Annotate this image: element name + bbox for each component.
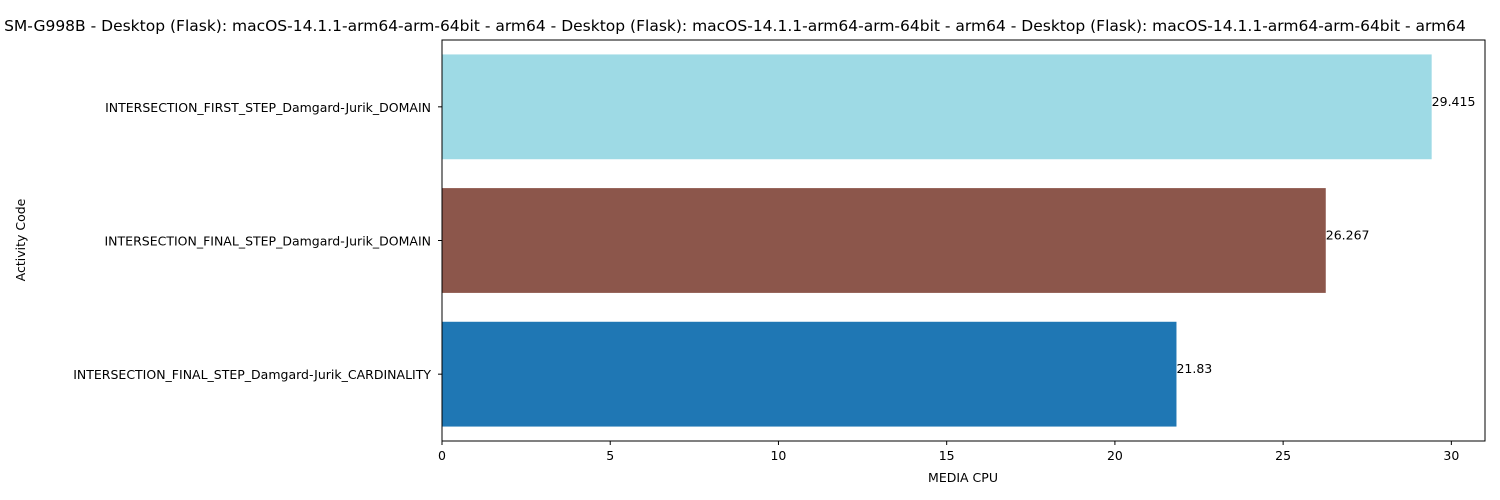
bar-value-label: 29.415: [1432, 94, 1476, 109]
bar-value-label: 26.267: [1326, 228, 1370, 243]
x-tick-label: 30: [1443, 448, 1459, 463]
chart-title: SM-G998B - Desktop (Flask): macOS-14.1.1…: [4, 17, 1466, 35]
y-tick-label: INTERSECTION_FINAL_STEP_Damgard-Jurik_DO…: [105, 234, 432, 249]
bar: [442, 321, 1177, 427]
x-axis-title: MEDIA CPU: [928, 470, 998, 485]
x-tick-label: 0: [438, 448, 446, 463]
x-tick-label: 20: [1107, 448, 1123, 463]
x-tick-label: 25: [1275, 448, 1291, 463]
y-tick-label: INTERSECTION_FINAL_STEP_Damgard-Jurik_CA…: [73, 367, 431, 382]
x-tick-label: 10: [770, 448, 786, 463]
bars-layer: [442, 54, 1432, 427]
x-ticks-layer: 0 5 10 15 20 25 30: [438, 441, 1459, 463]
y-ticks-layer: INTERSECTION_FIRST_STEP_Damgard-Jurik_DO…: [73, 100, 442, 382]
y-axis-title: Activity Code: [13, 198, 28, 281]
bar-value-label: 21.83: [1176, 361, 1212, 376]
bar: [442, 54, 1432, 160]
x-tick-label: 15: [939, 448, 955, 463]
plot-frame: [441, 39, 1486, 442]
value-labels-layer: 29.415 26.267 21.83: [1176, 94, 1475, 376]
x-tick-label: 5: [606, 448, 614, 463]
bar: [442, 188, 1326, 293]
y-tick-label: INTERSECTION_FIRST_STEP_Damgard-Jurik_DO…: [105, 100, 431, 115]
